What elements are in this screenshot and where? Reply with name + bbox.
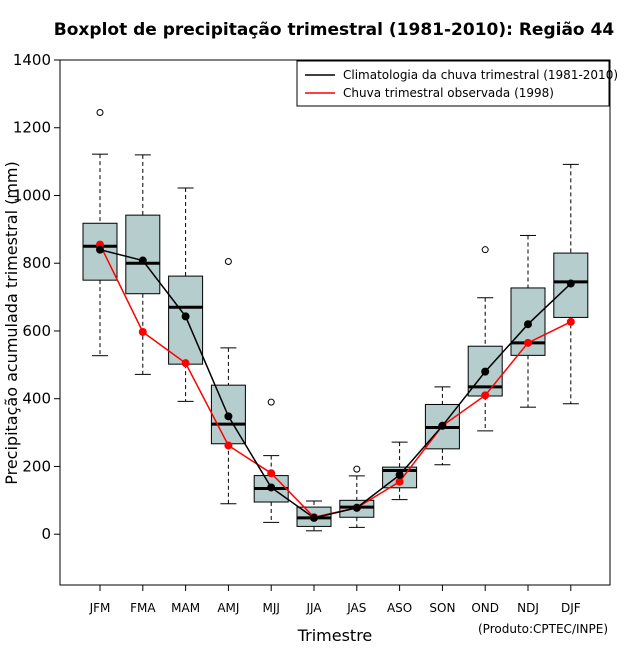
outlier-point [353, 465, 361, 473]
outlier-point [224, 258, 232, 266]
series-line-climatology [99, 248, 572, 519]
outlier-point [267, 398, 275, 406]
series-point-observed [181, 359, 190, 368]
y-axis: 0 200 400 600 800 1000 1200 1400 [13, 51, 60, 543]
series-point-climatology [96, 245, 104, 254]
y-tick-label: 1400 [13, 51, 51, 69]
legend-label-climatology: Climatologia da chuva trimestral (1981-2… [343, 68, 618, 82]
series-point-climatology [138, 256, 147, 265]
x-tick-label: MJJ [262, 601, 279, 615]
y-axis-label: Precipitação acumulada trimestral (mm) [2, 161, 21, 485]
outlier-point [96, 109, 104, 116]
series-lines [96, 240, 575, 522]
legend: Climatologia da chuva trimestral (1981-2… [296, 60, 618, 107]
y-tick-label: 400 [22, 390, 51, 408]
series-point-observed [138, 327, 147, 336]
outlier-point [481, 246, 489, 254]
series-point-observed [267, 469, 276, 478]
series-point-climatology [438, 421, 447, 430]
boxplot-boxes [82, 109, 589, 532]
x-tick-label: JJA [305, 601, 322, 615]
plot-frame [59, 59, 611, 586]
y-tick-label: 1200 [13, 119, 51, 137]
y-tick-label: 800 [22, 254, 51, 272]
box-iqr [125, 214, 161, 295]
x-tick-label: JFM [89, 601, 111, 615]
series-point-climatology [352, 503, 361, 512]
series-point-climatology [524, 320, 532, 329]
x-tick-label: FMA [130, 601, 156, 615]
x-axis: JFM FMA MAM AMJ MJJ JJA JAS ASO SON OND NDJ DJF [89, 585, 581, 615]
series-point-observed [524, 338, 532, 347]
series-point-observed [224, 441, 233, 450]
x-tick-label: MAM [171, 601, 200, 615]
series-point-climatology [566, 279, 575, 288]
y-tick-label: 1000 [13, 186, 51, 204]
y-tick-label: 200 [22, 457, 51, 475]
series-point-climatology [181, 312, 190, 321]
x-tick-label: SON [429, 601, 455, 615]
y-tick-label: 0 [41, 525, 51, 543]
series-point-climatology [267, 483, 276, 492]
series-point-observed [566, 317, 575, 326]
y-tick-label: 600 [22, 322, 51, 340]
legend-box [296, 60, 610, 107]
series-point-climatology [224, 412, 233, 421]
credit-text: (Produto:CPTEC/INPE) [478, 622, 608, 636]
x-tick-label: AMJ [217, 601, 239, 615]
chart-title: Boxplot de precipitação trimestral (1981… [54, 20, 615, 40]
series-point-climatology [481, 367, 490, 376]
x-tick-label: DJF [561, 601, 581, 615]
x-axis-label: Trimestre [297, 626, 373, 645]
series-point-climatology [395, 470, 404, 479]
x-tick-label: NDJ [517, 601, 539, 615]
x-tick-label: JAS [346, 601, 366, 615]
x-tick-label: OND [471, 601, 499, 615]
series-point-observed [481, 391, 490, 400]
series-point-observed [395, 477, 404, 486]
series-point-climatology [310, 513, 318, 522]
legend-label-observed: Chuva trimestral observada (1998) [343, 86, 554, 100]
x-tick-label: ASO [387, 601, 412, 615]
